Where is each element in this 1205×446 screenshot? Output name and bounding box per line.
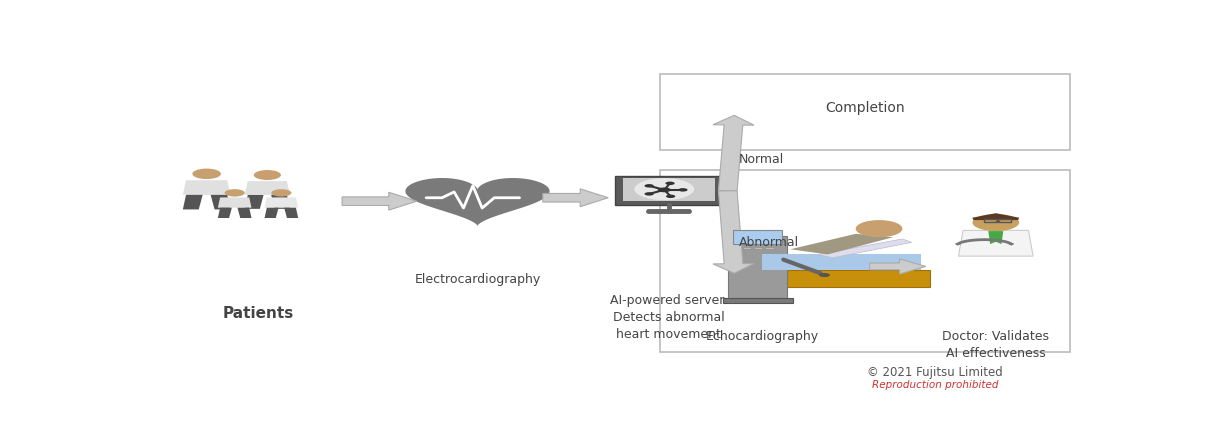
Circle shape [856, 220, 903, 237]
Polygon shape [284, 208, 298, 218]
Circle shape [956, 243, 960, 245]
Polygon shape [988, 231, 1004, 244]
Polygon shape [245, 181, 290, 195]
FancyArrow shape [713, 191, 754, 273]
Polygon shape [265, 208, 278, 218]
Polygon shape [245, 195, 264, 209]
Text: AI-powered server:
Detects abnormal
heart movement: AI-powered server: Detects abnormal hear… [610, 294, 728, 341]
Polygon shape [265, 198, 298, 208]
FancyBboxPatch shape [659, 170, 1070, 352]
FancyBboxPatch shape [754, 247, 763, 249]
Circle shape [645, 184, 654, 187]
FancyArrow shape [342, 192, 417, 210]
Circle shape [678, 188, 688, 192]
FancyBboxPatch shape [765, 247, 774, 249]
Polygon shape [183, 180, 230, 195]
Text: Doctor: Validates
AI effectiveness: Doctor: Validates AI effectiveness [942, 330, 1050, 360]
Circle shape [254, 170, 281, 180]
Text: Abnormal: Abnormal [739, 236, 799, 249]
Polygon shape [753, 270, 930, 287]
Circle shape [193, 169, 221, 179]
Circle shape [666, 194, 675, 198]
FancyArrow shape [713, 116, 754, 191]
Circle shape [1009, 243, 1015, 245]
Circle shape [634, 178, 694, 200]
Polygon shape [183, 195, 202, 210]
FancyArrow shape [542, 189, 609, 206]
Polygon shape [958, 231, 1033, 256]
Text: Echocardiography: Echocardiography [706, 330, 819, 343]
Text: Electrocardiography: Electrocardiography [415, 273, 541, 286]
Polygon shape [211, 195, 230, 210]
FancyArrow shape [870, 259, 925, 274]
FancyBboxPatch shape [742, 247, 751, 249]
Text: Reproduction prohibited: Reproduction prohibited [872, 380, 998, 390]
Circle shape [645, 192, 654, 196]
Circle shape [224, 189, 245, 197]
Circle shape [972, 214, 1019, 231]
Polygon shape [790, 234, 893, 254]
Polygon shape [405, 178, 549, 226]
Polygon shape [218, 208, 231, 218]
Polygon shape [237, 208, 252, 218]
Text: Patients: Patients [223, 306, 294, 322]
FancyBboxPatch shape [734, 230, 782, 244]
Polygon shape [271, 195, 290, 209]
Circle shape [665, 182, 675, 185]
Polygon shape [218, 198, 252, 208]
Text: Normal: Normal [739, 153, 784, 166]
Circle shape [271, 189, 292, 197]
Text: Completion: Completion [825, 102, 905, 116]
Circle shape [819, 273, 830, 277]
FancyBboxPatch shape [616, 176, 723, 206]
FancyBboxPatch shape [728, 236, 787, 301]
Polygon shape [972, 213, 1019, 220]
FancyBboxPatch shape [723, 297, 793, 303]
Polygon shape [818, 239, 912, 258]
FancyBboxPatch shape [623, 178, 715, 201]
Text: © 2021 Fujitsu Limited: © 2021 Fujitsu Limited [868, 366, 1003, 379]
FancyBboxPatch shape [659, 74, 1070, 150]
Polygon shape [763, 254, 921, 270]
Circle shape [658, 187, 671, 192]
